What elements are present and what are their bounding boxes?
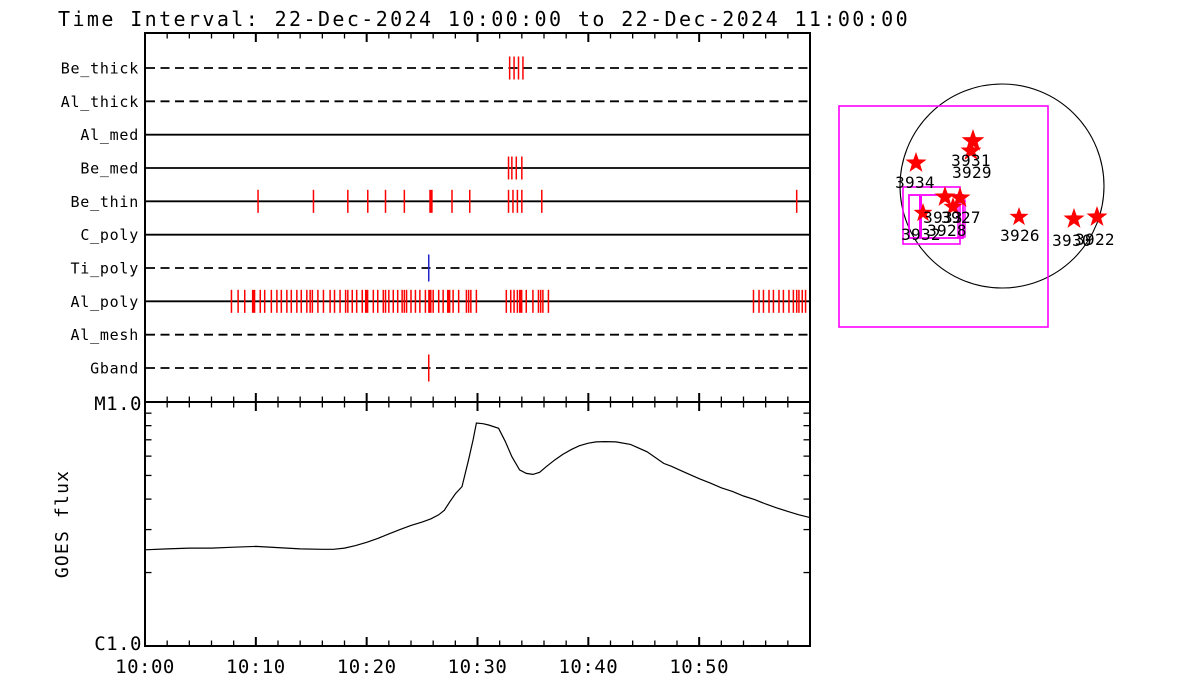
- filter-label-Ti_poly: Ti_poly: [71, 259, 139, 277]
- goes-flux-panel: M1.0 C1.0 GOES flux 10:00 10:10 10:20 10:30…: [52, 393, 811, 678]
- active-region-star-3922: [1086, 206, 1108, 226]
- x-tick-label: 10:50: [669, 656, 729, 678]
- goes-ymin-label: C1.0: [94, 633, 142, 655]
- active-region-star-3926: [1009, 207, 1029, 226]
- filter-label-Be_thick: Be_thick: [61, 60, 139, 78]
- active-region-star-3933: [934, 186, 956, 206]
- filter-label-Gband: Gband: [90, 359, 139, 377]
- active-region-label-3930: 3930: [1052, 231, 1092, 250]
- filter-label-Al_thick: Al_thick: [61, 93, 139, 111]
- filter-label-Be_med: Be_med: [80, 159, 139, 177]
- active-region-label-3932: 3932: [901, 225, 941, 244]
- page-title: Time Interval: 22-Dec-2024 10:00:00 to 2…: [58, 7, 910, 31]
- active-region-label-3933: 3933: [923, 208, 963, 227]
- goes-flux-curve: [144, 422, 811, 551]
- active-region-star-3931: [961, 129, 985, 151]
- active-region-label-3927: 3927: [941, 208, 981, 227]
- goes-ymax-label: M1.0: [94, 393, 142, 415]
- x-tick-label: 10:20: [337, 656, 397, 678]
- x-tick-label: 10:40: [558, 656, 618, 678]
- goes-panel-frame: [144, 401, 811, 647]
- active-region-label-3926: 3926: [1000, 226, 1040, 245]
- active-region-star-3932: [913, 203, 933, 222]
- filter-label-Al_med: Al_med: [80, 126, 139, 144]
- filter-label-Be_thin: Be_thin: [71, 193, 139, 211]
- filter-label-Al_poly: Al_poly: [71, 293, 139, 311]
- xrt-fov-box: [838, 105, 1049, 328]
- solar-limb-circle: [899, 83, 1105, 289]
- active-region-star-3930: [1063, 208, 1085, 228]
- x-tick-label: 10:30: [448, 656, 508, 678]
- filter-label-Al_mesh: Al_mesh: [71, 326, 139, 344]
- active-region-star-3934: [905, 152, 927, 172]
- x-tick-label: 10:10: [226, 656, 286, 678]
- active-region-label-3922: 3922: [1075, 230, 1115, 249]
- xrt-fov-box: [902, 186, 961, 245]
- xrt-fov-box: [908, 194, 964, 239]
- active-region-star-3928: [943, 197, 963, 216]
- x-tick-label: 10:00: [115, 656, 175, 678]
- active-region-label-3931: 3931: [951, 151, 991, 170]
- active-region-label-3928: 3928: [927, 221, 967, 240]
- goes-y-axis-title: GOES flux: [52, 470, 73, 578]
- active-region-label-3929: 3929: [952, 163, 992, 182]
- filter-timeline-panel: Be_thick Al_thick Al_med Be_med Be_thin C_pol…: [61, 32, 811, 403]
- active-region-star-3927: [949, 187, 971, 207]
- active-region-label-3934: 3934: [895, 173, 935, 192]
- filter-label-C_poly: C_poly: [80, 226, 139, 244]
- timeline-panel-frame: [144, 32, 811, 403]
- active-region-star-3929: [960, 140, 982, 160]
